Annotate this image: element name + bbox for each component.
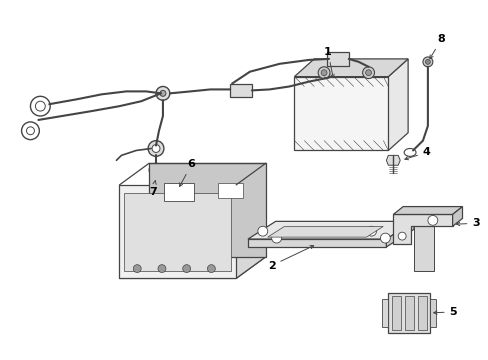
Bar bbox=[247, 239, 386, 247]
Circle shape bbox=[160, 90, 165, 96]
Bar bbox=[294, 77, 387, 150]
Circle shape bbox=[257, 226, 267, 236]
Polygon shape bbox=[392, 207, 462, 215]
Ellipse shape bbox=[404, 148, 415, 156]
Bar bbox=[163, 183, 193, 201]
Circle shape bbox=[380, 233, 389, 243]
Bar bbox=[326, 52, 348, 66]
Polygon shape bbox=[236, 163, 265, 278]
Circle shape bbox=[158, 265, 165, 273]
Circle shape bbox=[422, 57, 432, 67]
Polygon shape bbox=[413, 221, 433, 271]
Circle shape bbox=[152, 145, 160, 152]
Bar bbox=[119, 185, 236, 278]
Circle shape bbox=[35, 101, 45, 111]
Text: 3: 3 bbox=[455, 218, 479, 228]
Polygon shape bbox=[452, 207, 462, 226]
Circle shape bbox=[149, 163, 163, 177]
Polygon shape bbox=[247, 221, 413, 239]
Bar bbox=[417, 296, 426, 330]
Circle shape bbox=[427, 215, 437, 225]
Circle shape bbox=[271, 233, 281, 243]
Text: 4: 4 bbox=[404, 147, 430, 160]
Text: 5: 5 bbox=[433, 307, 456, 317]
Bar bbox=[230, 84, 251, 97]
Circle shape bbox=[366, 226, 376, 236]
Polygon shape bbox=[294, 59, 407, 77]
Circle shape bbox=[183, 265, 190, 273]
Circle shape bbox=[397, 232, 406, 240]
Circle shape bbox=[207, 265, 215, 273]
Circle shape bbox=[321, 70, 326, 76]
Text: 1: 1 bbox=[324, 47, 333, 78]
Text: 6: 6 bbox=[179, 159, 195, 186]
Bar bbox=[429, 299, 435, 327]
Bar bbox=[382, 299, 387, 327]
Circle shape bbox=[425, 59, 429, 64]
Circle shape bbox=[133, 265, 141, 273]
Circle shape bbox=[365, 70, 371, 76]
Circle shape bbox=[26, 127, 34, 135]
Text: 8: 8 bbox=[429, 34, 445, 59]
Polygon shape bbox=[119, 257, 265, 278]
Polygon shape bbox=[386, 156, 399, 165]
Polygon shape bbox=[387, 59, 407, 150]
Circle shape bbox=[156, 86, 169, 100]
Bar bbox=[405, 296, 413, 330]
Bar bbox=[391, 296, 400, 330]
Bar bbox=[218, 183, 243, 198]
Polygon shape bbox=[149, 163, 265, 257]
Bar bbox=[124, 193, 231, 271]
Polygon shape bbox=[267, 226, 383, 237]
Text: 2: 2 bbox=[267, 246, 313, 271]
Circle shape bbox=[21, 122, 39, 140]
Text: 7: 7 bbox=[149, 181, 157, 197]
Circle shape bbox=[30, 96, 50, 116]
Circle shape bbox=[148, 141, 163, 156]
Polygon shape bbox=[386, 221, 413, 247]
Circle shape bbox=[318, 67, 329, 78]
Circle shape bbox=[362, 67, 374, 78]
Polygon shape bbox=[392, 215, 452, 244]
Bar bbox=[387, 293, 429, 333]
